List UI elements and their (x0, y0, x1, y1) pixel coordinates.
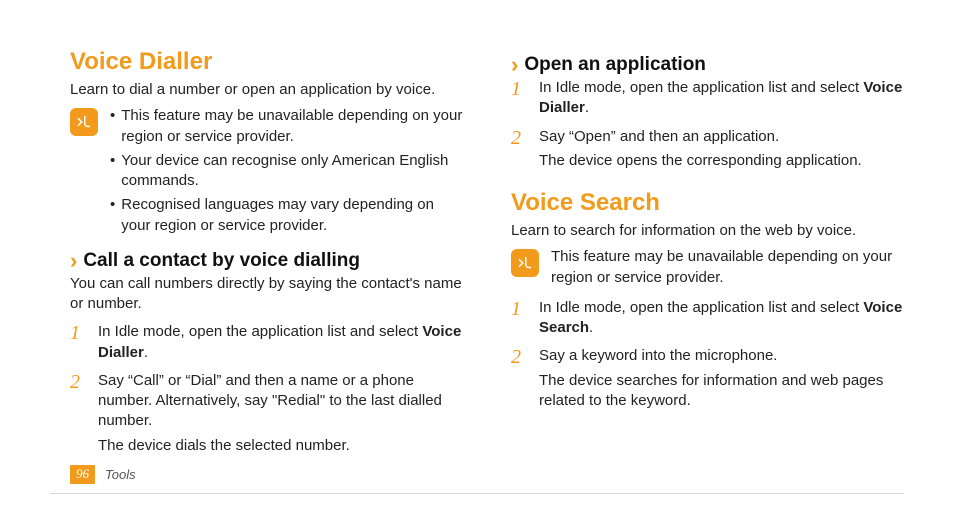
chevron-right-icon: › (70, 250, 77, 272)
step-number: 2 (511, 346, 527, 411)
note-box-voice-dialler: • This feature may be unavailable depend… (70, 106, 463, 240)
right-column: › Open an application 1 In Idle mode, op… (511, 48, 904, 464)
step: 1 In Idle mode, open the application lis… (511, 298, 904, 339)
step-text: Say “Call” or “Dial” and then a name or … (98, 372, 442, 430)
step: 2 Say “Call” or “Dial” and then a name o… (70, 371, 463, 456)
step-number: 1 (511, 298, 527, 339)
note-text: Recognised languages may vary depending … (121, 195, 463, 236)
step-text: In Idle mode, open the application list … (539, 79, 863, 96)
bullet-icon: • (110, 151, 115, 192)
note-icon (511, 249, 539, 277)
step-number: 2 (511, 127, 527, 172)
section-heading-text: Open an application (524, 54, 706, 76)
step-body: Say “Open” and then an application. The … (539, 127, 862, 172)
step-body: Say “Call” or “Dial” and then a name or … (98, 371, 463, 456)
note-text-single: This feature may be unavailable dependin… (551, 247, 904, 288)
bullet-icon: • (110, 195, 115, 236)
heading-voice-search: Voice Search (511, 189, 904, 217)
step-number: 2 (70, 371, 86, 456)
step: 2 Say “Open” and then an application. Th… (511, 127, 904, 172)
left-column: Voice Dialler Learn to dial a number or … (70, 48, 463, 464)
step-text: Say “Open” and then an application. (539, 128, 779, 145)
note-text: This feature may be unavailable dependin… (551, 248, 892, 285)
note-item: • Recognised languages may vary dependin… (110, 195, 463, 236)
section-heading-text: Call a contact by voice dialling (83, 250, 360, 272)
note-list: • This feature may be unavailable depend… (110, 106, 463, 240)
step-follow: The device searches for information and … (539, 371, 904, 412)
footer-category: Tools (105, 467, 136, 482)
intro-voice-dialler: Learn to dial a number or open an applic… (70, 80, 463, 100)
step-number: 1 (70, 322, 86, 363)
step-body: In Idle mode, open the application list … (539, 298, 904, 339)
step-text: In Idle mode, open the application list … (539, 299, 863, 316)
step-body: Say a keyword into the microphone. The d… (539, 346, 904, 411)
note-item: • This feature may be unavailable depend… (110, 106, 463, 147)
section-heading-call-contact: › Call a contact by voice dialling (70, 250, 463, 272)
step-text-post: . (144, 344, 148, 361)
page-footer: 96 Tools (70, 465, 136, 484)
step: 2 Say a keyword into the microphone. The… (511, 346, 904, 411)
page-number: 96 (70, 465, 95, 484)
section-heading-open-app: › Open an application (511, 54, 904, 76)
columns: Voice Dialler Learn to dial a number or … (70, 48, 904, 464)
step-follow: The device opens the corresponding appli… (539, 151, 862, 171)
manual-page: Voice Dialler Learn to dial a number or … (0, 0, 954, 518)
bullet-icon: • (110, 106, 115, 147)
note-item: • Your device can recognise only America… (110, 151, 463, 192)
note-text: This feature may be unavailable dependin… (121, 106, 463, 147)
step-number: 1 (511, 78, 527, 119)
step: 1 In Idle mode, open the application lis… (511, 78, 904, 119)
note-text: Your device can recognise only American … (121, 151, 463, 192)
section-intro: You can call numbers directly by saying … (70, 274, 463, 315)
footer-divider (50, 493, 904, 494)
step: 1 In Idle mode, open the application lis… (70, 322, 463, 363)
step-text-post: . (589, 319, 593, 336)
step-body: In Idle mode, open the application list … (98, 322, 463, 363)
step-follow: The device dials the selected number. (98, 436, 463, 456)
heading-voice-dialler: Voice Dialler (70, 48, 463, 76)
intro-voice-search: Learn to search for information on the w… (511, 221, 904, 241)
chevron-right-icon: › (511, 54, 518, 76)
step-text: In Idle mode, open the application list … (98, 323, 422, 340)
note-box-voice-search: This feature may be unavailable dependin… (511, 247, 904, 288)
step-body: In Idle mode, open the application list … (539, 78, 904, 119)
step-text: Say a keyword into the microphone. (539, 347, 777, 364)
note-icon (70, 108, 98, 136)
step-text-post: . (585, 99, 589, 116)
